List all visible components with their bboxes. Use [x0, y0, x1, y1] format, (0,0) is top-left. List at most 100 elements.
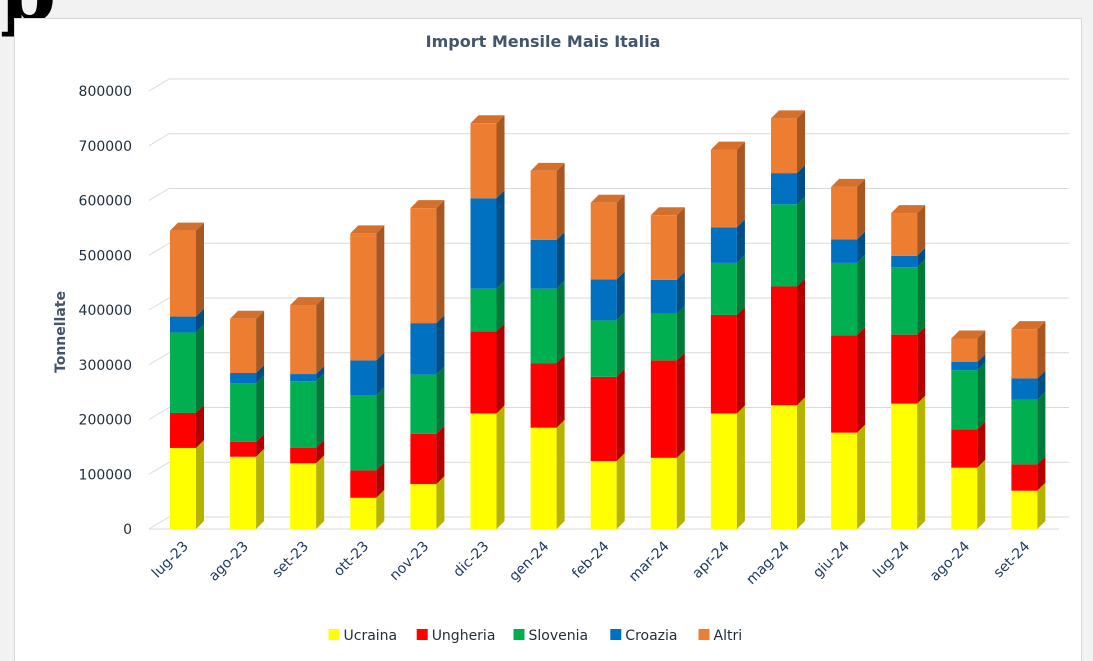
- bar-segment-croazia: [710, 227, 737, 263]
- bar-segment-croazia: [590, 279, 617, 321]
- bar-segment-ucraina: [771, 405, 797, 529]
- bar-segment-side: [256, 433, 265, 457]
- bar-segment-ucraina: [530, 427, 557, 529]
- bar-layer: [170, 110, 1046, 529]
- bar-stack: [590, 194, 625, 529]
- bar-segment-side: [917, 259, 926, 335]
- bar-segment-croazia: [290, 374, 317, 382]
- bar-segment-slovenia: [290, 381, 317, 448]
- x-tick-label: ott-23: [331, 539, 372, 580]
- bar-segment-side: [736, 405, 745, 529]
- bar-segment-side: [977, 459, 986, 529]
- bar-segment-side: [436, 366, 445, 434]
- gridline-diag: [148, 407, 170, 420]
- bar-segment-side: [556, 355, 565, 428]
- legend-label: Croazia: [625, 628, 677, 644]
- legend-item-croazia: Croazia: [610, 628, 677, 644]
- bar-segment-side: [376, 387, 385, 471]
- bar-segment-altri: [771, 118, 797, 174]
- bar-segment-side: [556, 231, 565, 289]
- bar-segment-side: [196, 439, 204, 529]
- bar-segment-side: [196, 404, 204, 448]
- bar-segment-ungheria: [230, 441, 257, 457]
- bar-stack: [530, 162, 565, 529]
- legend-swatch: [610, 629, 622, 640]
- bar-segment-altri: [290, 305, 317, 375]
- bar-segment-slovenia: [891, 267, 918, 335]
- bar-segment-side: [496, 190, 505, 289]
- x-tick-label: ago-24: [927, 538, 973, 584]
- y-tick-label: 0: [123, 522, 132, 538]
- y-tick-label: 300000: [79, 358, 132, 374]
- bar-segment-ucraina: [410, 484, 437, 529]
- bar-segment-ucraina: [230, 456, 257, 529]
- bar-segment-ungheria: [170, 412, 196, 448]
- bar-segment-altri: [590, 202, 617, 280]
- bar-segment-altri: [470, 123, 497, 199]
- x-tick-label: set-23: [269, 539, 312, 582]
- bar-stack: [290, 297, 325, 529]
- bar-stack: [831, 178, 866, 529]
- bar-segment-slovenia: [951, 370, 978, 430]
- x-tick-label: feb-24: [569, 538, 612, 581]
- bar-segment-croazia: [350, 360, 377, 396]
- bar-segment-croazia: [530, 239, 557, 289]
- bar-top-face: [470, 115, 505, 124]
- bar-segment-slovenia: [1011, 399, 1038, 465]
- bar-segment-side: [376, 489, 385, 529]
- bar-segment-side: [316, 439, 325, 464]
- bar-segment-side: [376, 352, 385, 396]
- bar-segment-ungheria: [590, 376, 617, 462]
- bar-segment-side: [196, 324, 204, 413]
- legend-item-altri: Altri: [698, 628, 742, 644]
- bar-segment-side: [196, 308, 204, 333]
- bar-segment-side: [797, 397, 805, 529]
- bar-segment-side: [1037, 391, 1046, 465]
- bar-segment-side: [676, 207, 685, 280]
- legend-label: Slovenia: [529, 628, 589, 644]
- x-tick-label: dic-23: [450, 539, 492, 581]
- y-tick-label: 100000: [79, 467, 132, 483]
- bar-segment-side: [256, 364, 265, 384]
- bar-top-face: [590, 194, 625, 203]
- bar-segment-side: [616, 271, 625, 321]
- x-tick-label: giu-24: [810, 538, 853, 581]
- bar-top-face: [170, 222, 204, 231]
- bar-segment-slovenia: [350, 395, 377, 471]
- bar-segment-ungheria: [290, 447, 317, 464]
- bar-segment-altri: [230, 318, 257, 373]
- bar-top-face: [951, 330, 986, 339]
- bar-segment-side: [496, 323, 505, 414]
- bar-segment-side: [676, 271, 685, 314]
- bar-segment-side: [316, 297, 325, 375]
- bar-segment-side: [436, 200, 445, 324]
- bar-top-face: [530, 162, 565, 171]
- bar-top-face: [710, 141, 745, 150]
- bar-segment-side: [616, 194, 625, 280]
- bar-segment-slovenia: [470, 288, 497, 332]
- x-tick-label: nov-23: [387, 539, 432, 584]
- bar-segment-side: [857, 424, 866, 529]
- bar-segment-side: [857, 178, 866, 240]
- bar-segment-ucraina: [170, 447, 196, 529]
- bar-segment-slovenia: [831, 262, 858, 336]
- bar-segment-side: [436, 425, 445, 485]
- y-tick-layer: 0 100000 200000 300000 400000 500000 600000 700…: [79, 84, 132, 538]
- bar-segment-side: [196, 222, 204, 317]
- bar-segment-side: [736, 306, 745, 414]
- bar-segment-ucraina: [590, 461, 617, 529]
- bar-segment-croazia: [170, 316, 196, 333]
- bar-segment-side: [556, 162, 565, 240]
- x-tick-label: mar-24: [626, 538, 673, 585]
- bar-stack: [951, 330, 986, 529]
- bar-segment-side: [736, 219, 745, 263]
- bar-segment-side: [616, 368, 625, 462]
- legend: Ucraina Ungheria Slovenia Croazia Altri: [328, 628, 742, 644]
- bar-segment-ungheria: [771, 286, 797, 406]
- bar-segment-altri: [1011, 329, 1038, 379]
- bar-segment-side: [316, 373, 325, 448]
- bar-segment-slovenia: [230, 383, 257, 442]
- bar-segment-side: [857, 327, 866, 433]
- bar-segment-altri: [170, 230, 196, 317]
- bar-stack: [170, 222, 204, 529]
